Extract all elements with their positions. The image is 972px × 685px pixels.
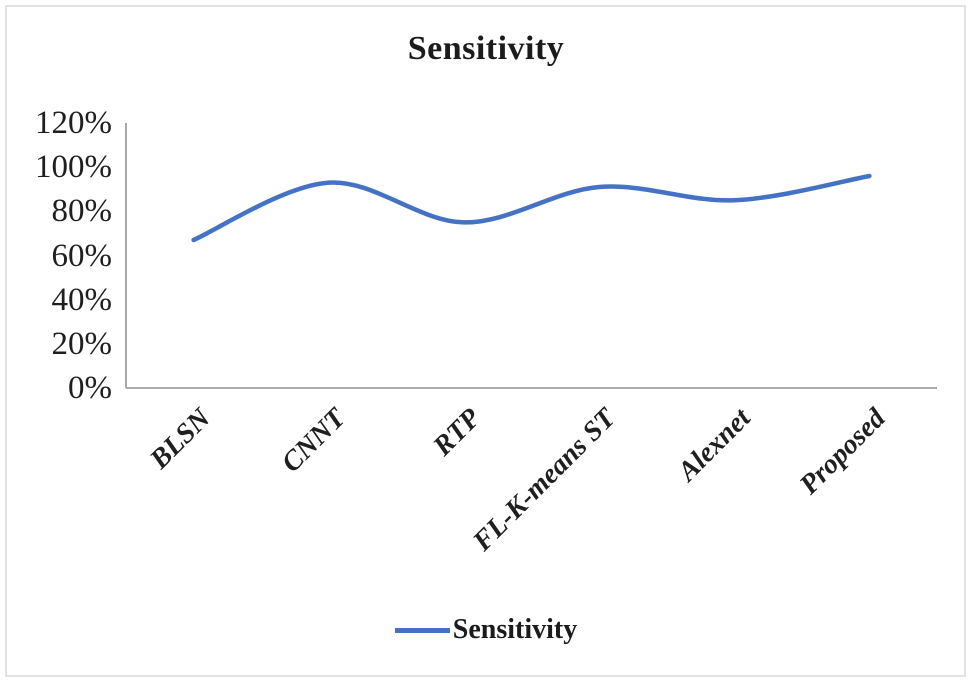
y-axis-tick-label: 100% <box>35 149 112 186</box>
chart-border-frame <box>5 5 966 677</box>
chart-title: Sensitivity <box>407 30 565 67</box>
y-axis-tick-label: 120% <box>35 105 112 141</box>
y-axis-tick-label: 60% <box>51 237 113 274</box>
sensitivity-line-series <box>191 173 872 243</box>
y-axis-tick-label: 80% <box>51 193 113 230</box>
y-axis-tick-label: 40% <box>51 281 113 318</box>
legend-series-label: Sensitivity <box>452 614 578 645</box>
y-axis-tick-label: 0% <box>68 370 112 406</box>
y-axis-tick-label: 20% <box>51 325 113 362</box>
legend: Sensitivity <box>0 614 972 646</box>
legend-line-swatch <box>394 627 450 633</box>
